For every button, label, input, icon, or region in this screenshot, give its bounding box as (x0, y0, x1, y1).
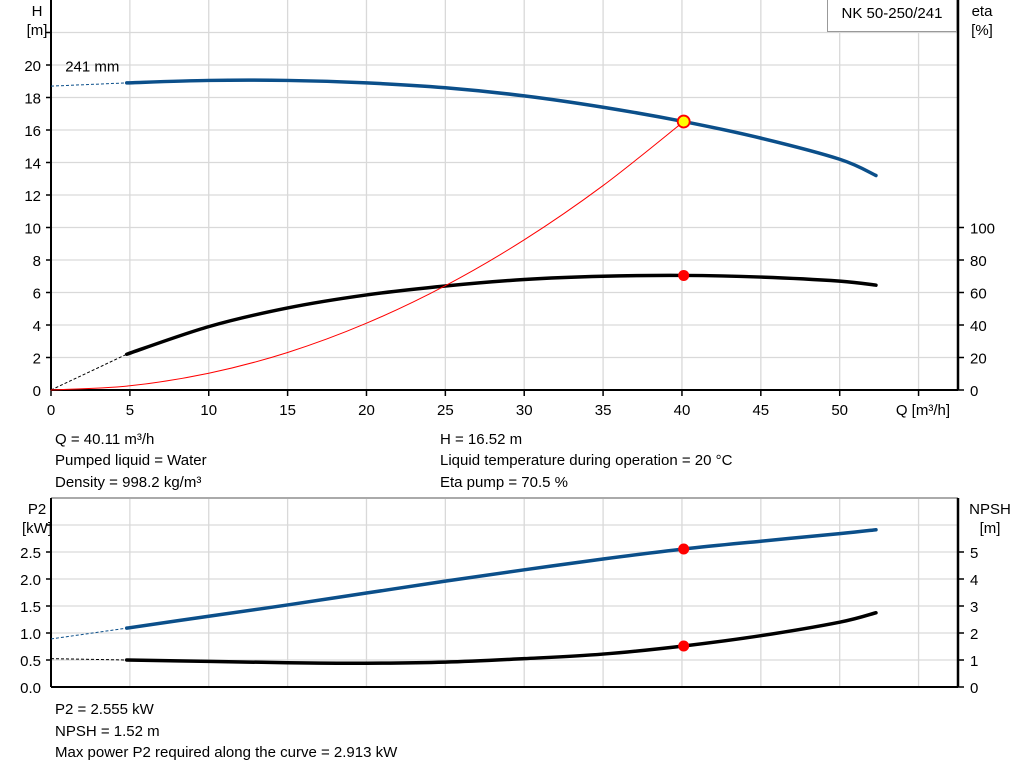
x-tick-label: 35 (595, 402, 612, 419)
top-y-tick-label: 16 (24, 123, 41, 140)
eta-curve-extrapolated (50, 353, 127, 391)
top-y2-tick-label: 100 (970, 221, 995, 238)
bottom-y2-axis-unit: [m] (980, 520, 1001, 537)
top-y-tick-label: 20 (24, 58, 41, 75)
top-y2-tick-label: 80 (970, 253, 987, 270)
impeller-diameter-label: 241 mm (65, 59, 119, 76)
x-tick-label: 5 (126, 402, 134, 419)
npsh-curve (124, 611, 878, 666)
top-y2-tick-label: 20 (970, 351, 987, 368)
bottom-y2-tick-label: 3 (970, 599, 978, 616)
top-y-tick-label: 10 (24, 221, 41, 238)
info-head: H = 16.52 m (440, 431, 523, 448)
info-flow: Q = 40.11 m³/h (55, 431, 155, 448)
top-y-tick-label: 12 (24, 188, 41, 205)
bottom-y-axis-title: P2 (28, 501, 46, 518)
top-y-axis-title: H (32, 3, 43, 20)
top-y2-tick-label: 60 (970, 286, 987, 303)
eta-duty-point (678, 269, 690, 281)
head-curve-extrapolated (50, 82, 127, 87)
info-eta: Eta pump = 70.5 % (440, 474, 568, 491)
p2-curve-extrapolated (50, 627, 127, 640)
top-y-tick-label: 4 (33, 318, 41, 335)
bottom-y-tick-label: 0.5 (20, 653, 41, 670)
npsh-duty-point (678, 640, 690, 652)
top-y2-axis-title: eta (972, 3, 994, 20)
top-y2-axis-unit: [%] (971, 22, 993, 39)
bottom-y-tick-label: 2.5 (20, 545, 41, 562)
pump-legend: NK 50-250/241 (827, 0, 957, 32)
x-tick-label: 0 (47, 402, 55, 419)
bottom-y-tick-label: 2.0 (20, 572, 41, 589)
bottom-y2-axis-title: NPSH (969, 501, 1011, 518)
x-tick-label: 20 (358, 402, 375, 419)
x-tick-label: 25 (437, 402, 454, 419)
info-liquid: Pumped liquid = Water (55, 452, 207, 469)
top-y-tick-label: 14 (24, 156, 41, 173)
head-duty-point (676, 114, 691, 129)
top-y2-tick-label: 40 (970, 318, 987, 335)
head-curve (124, 78, 878, 178)
x-tick-label: 10 (200, 402, 217, 419)
bottom-y2-tick-label: 0 (970, 680, 978, 697)
info-temperature: Liquid temperature during operation = 20… (440, 452, 733, 469)
top-y2-tick-label: 0 (970, 383, 978, 400)
bottom-y-tick-label: 0.0 (20, 680, 41, 697)
top-y-tick-label: 6 (33, 286, 41, 303)
bottom-y2-tick-label: 4 (970, 572, 978, 589)
bottom-y-axis-unit: [kW] (22, 520, 52, 537)
x-axis-title: Q [m³/h] (896, 402, 950, 419)
system-curve (50, 121, 685, 391)
bottom-y-tick-label: 1.5 (20, 599, 41, 616)
eta-curve (124, 273, 878, 356)
x-tick-label: 40 (674, 402, 691, 419)
top-y-tick-label: 2 (33, 351, 41, 368)
top-y-axis-unit: [m] (27, 22, 48, 39)
info-density: Density = 998.2 kg/m³ (55, 474, 202, 491)
info-p2: P2 = 2.555 kW (55, 701, 154, 718)
p2-curve (124, 527, 878, 630)
top-y-tick-label: 8 (33, 253, 41, 270)
x-tick-label: 45 (752, 402, 769, 419)
info-max-power: Max power P2 required along the curve = … (55, 744, 398, 761)
x-tick-label: 15 (279, 402, 296, 419)
bottom-y-tick-label: 1.0 (20, 626, 41, 643)
info-npsh: NPSH = 1.52 m (55, 723, 160, 740)
x-tick-label: 30 (516, 402, 533, 419)
npsh-curve-extrapolated (50, 658, 127, 661)
bottom-y2-tick-label: 5 (970, 545, 978, 562)
bottom-y2-tick-label: 1 (970, 653, 978, 670)
bottom-y2-tick-label: 2 (970, 626, 978, 643)
p2-duty-point (678, 543, 690, 555)
x-tick-label: 50 (831, 402, 848, 419)
top-y-tick-label: 18 (24, 91, 41, 108)
top-y-tick-label: 0 (33, 383, 41, 400)
